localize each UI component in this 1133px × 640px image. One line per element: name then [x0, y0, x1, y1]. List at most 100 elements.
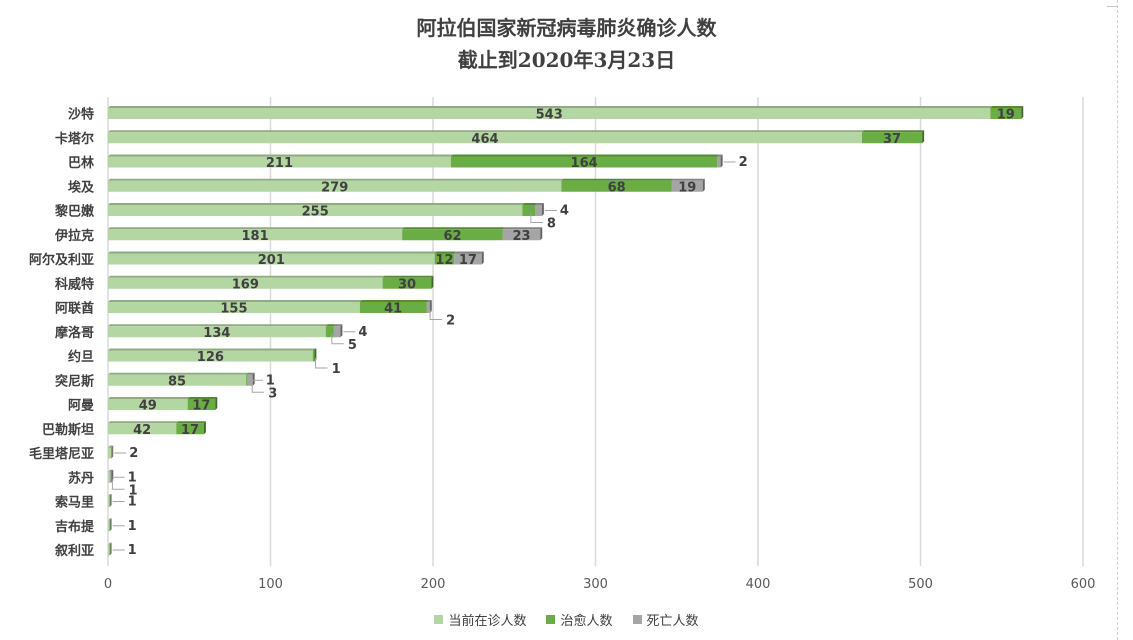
legend-label-recovered: 治愈人数: [560, 614, 613, 629]
label-leader-line: [111, 479, 125, 490]
bar-segment: [108, 180, 562, 192]
bar-top-face: [426, 300, 432, 302]
bar-segment: [108, 496, 110, 507]
bar-top-face: [454, 251, 484, 254]
bar-segment: [246, 374, 248, 386]
data-label: 1: [332, 362, 341, 377]
bar-top-face: [108, 469, 112, 472]
bar-top-face: [333, 324, 343, 327]
category-label: 阿联酋: [55, 301, 94, 317]
bar-end-cap: [540, 227, 543, 241]
bar-segment: [176, 423, 204, 435]
data-label: 211: [266, 156, 293, 171]
bar-segment: [108, 447, 112, 459]
bar-top-face: [176, 421, 206, 424]
bar-segment: [402, 229, 503, 241]
data-label: 85: [168, 374, 186, 389]
category-label: 摩洛哥: [55, 325, 94, 341]
data-label: 1: [128, 495, 137, 510]
category-label: 突尼斯: [55, 373, 94, 389]
data-label: 8: [547, 217, 556, 232]
bar-segment: [522, 205, 536, 216]
bar-segment: [108, 229, 403, 241]
legend-label-deaths: 死亡人数: [646, 614, 699, 629]
bar-segment: [108, 253, 435, 265]
category-label: 黎巴嫩: [55, 204, 95, 220]
bar-segment: [108, 156, 451, 168]
bar-end-cap: [1021, 106, 1024, 119]
bar-top-face: [535, 203, 544, 205]
bar-top-face: [990, 106, 1024, 108]
data-label: 1: [128, 543, 137, 558]
data-label: 4: [358, 325, 367, 340]
legend-swatch-recovered: [546, 615, 556, 624]
bar-segment: [108, 544, 110, 556]
bar-segment: [535, 205, 542, 216]
bar-segment: [502, 229, 541, 241]
x-tick-label: 200: [421, 577, 446, 592]
category-label: 索马里: [55, 495, 94, 511]
legend-item-deaths[interactable]: 死亡人数: [632, 610, 699, 629]
bar-end-cap: [109, 542, 112, 556]
label-leader-line: [429, 309, 443, 320]
data-label: 464: [471, 132, 498, 147]
data-label: 2: [446, 314, 455, 329]
data-label: 3: [268, 386, 277, 401]
bar-top-face: [434, 251, 457, 254]
label-leader-line: [530, 212, 543, 223]
bar-top-face: [561, 178, 674, 181]
bar-top-face: [108, 130, 864, 133]
bar-segment: [108, 302, 360, 313]
data-label: 37: [883, 132, 901, 147]
bar-top-face: [108, 542, 112, 545]
bar-top-face: [325, 324, 336, 327]
data-label: 2: [739, 155, 748, 170]
data-label: 17: [459, 253, 477, 268]
x-tick-label: 600: [1071, 577, 1096, 592]
data-label: 169: [232, 277, 259, 292]
bar-segment: [109, 471, 112, 483]
bar-segment: [108, 471, 110, 483]
bar-segment: [450, 156, 718, 168]
data-label: 4: [560, 204, 569, 219]
chart-border: [1117, 0, 1118, 640]
data-label: 49: [139, 399, 157, 414]
data-label: 1: [128, 519, 137, 534]
bar-top-face: [522, 203, 538, 205]
bar-end-cap: [720, 154, 723, 168]
bar-top-face: [382, 275, 434, 278]
bar-segment: [359, 302, 427, 313]
bar-top-face: [246, 372, 250, 375]
bar-segment: [671, 180, 703, 192]
data-label: 279: [321, 180, 348, 195]
bar-end-cap: [252, 372, 255, 386]
data-label: 255: [302, 205, 329, 220]
data-label: 30: [398, 277, 416, 292]
x-tick-label: 0: [104, 577, 112, 592]
data-label: 181: [241, 229, 268, 244]
data-label: 17: [192, 399, 210, 414]
category-label: 毛里塔尼亚: [29, 446, 94, 462]
x-tick-label: 500: [908, 577, 933, 592]
bar-segment: [108, 374, 247, 386]
bar-segment: [382, 277, 432, 289]
bar-top-face: [187, 397, 218, 399]
bar-segment: [108, 108, 991, 119]
bar-segment: [187, 399, 216, 410]
bar-segment: [108, 132, 862, 144]
legend-item-recovered[interactable]: 治愈人数: [546, 610, 613, 629]
bar-top-face: [108, 445, 114, 448]
bar-top-face: [108, 324, 328, 327]
data-label: 19: [997, 108, 1015, 123]
bar-top-face: [717, 154, 723, 157]
bar-top-face: [108, 348, 315, 351]
bar-segment: [561, 180, 672, 192]
data-label: 68: [608, 180, 626, 195]
legend: 当前在诊人数 治愈人数 死亡人数: [0, 610, 1133, 629]
bar-segment: [325, 326, 334, 338]
bar-top-face: [108, 421, 179, 424]
legend-item-current[interactable]: 当前在诊人数: [434, 610, 526, 629]
data-label: 2: [129, 446, 138, 461]
